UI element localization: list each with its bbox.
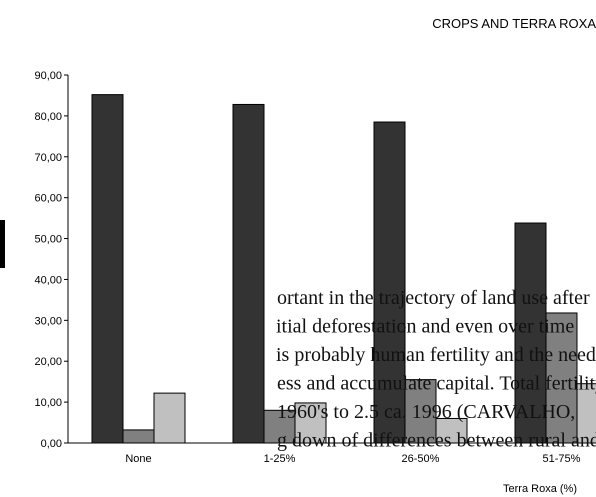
y-tick-label: 20,00 [34,356,62,368]
text-line: is probably human fertility and the need [276,344,596,366]
y-tick-label: 90,00 [34,70,62,82]
text-line: ess and accumulate capital. Total fertil… [277,373,596,395]
y-tick-label: 40,00 [34,274,62,286]
y-tick-label: 80,00 [34,111,62,123]
y-tick-label: 0,00 [41,438,62,450]
y-tick-label: 10,00 [34,397,62,409]
x-tick-label: 26-50% [402,453,440,465]
bar [153,392,186,444]
y-tick-label: 30,00 [34,315,62,327]
y-tick-label: 50,00 [34,234,62,246]
x-tick-label: 1-25% [264,453,296,465]
bar [232,103,265,444]
y-tick-label: 70,00 [34,152,62,164]
x-axis-label: Terra Roxa (%) [503,483,577,495]
x-tick-label: 51-75% [543,453,581,465]
chart-title: CROPS AND TERRA ROXA [432,16,596,31]
text-line: 1960's to 2.5 ca. 1996 (CARVALHO, [277,401,575,423]
bar [435,417,468,444]
y-tick-label: 60,00 [34,193,62,205]
bar [122,429,155,444]
bar [91,94,124,444]
text-line: ortant in the trajectory of land use aft… [277,287,590,309]
margin-marker [0,220,5,268]
bar [545,312,578,444]
text-line: itial deforestation and even over time [276,316,574,338]
chart: 0,00 10,00 20,00 30,00 40,00 50,00 60,00 70,00 8… [34,70,596,495]
x-tick-label: None [125,453,151,465]
body-text: ortant in the trajectory of land use aft… [276,287,596,452]
text-line: g down of differences between rural and [277,430,596,452]
bar [373,121,406,444]
bar [404,379,437,444]
bar [294,402,327,444]
